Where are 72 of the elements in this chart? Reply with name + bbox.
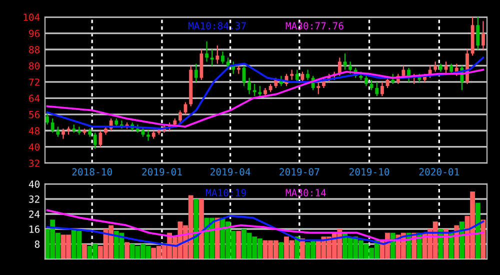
candlestick [364, 73, 368, 87]
y-tick-label: 96 [29, 30, 40, 38]
bar [480, 220, 486, 260]
candlestick [146, 130, 150, 142]
line-series [46, 214, 484, 247]
x-tick-label: 2019-07 [280, 168, 320, 176]
candlestick [450, 63, 454, 74]
candlestick [338, 57, 342, 76]
candlestick [194, 63, 198, 83]
x-tick-label: 2019-04 [210, 168, 250, 176]
line-series [46, 68, 484, 128]
candlestick [216, 44, 220, 64]
candlestick [50, 118, 54, 134]
candlestick [300, 71, 304, 83]
y-tick-label: 32 [29, 195, 40, 203]
y-tick-label: 24 [29, 210, 40, 218]
candlestick [232, 61, 236, 74]
y-tick-label: 104 [24, 14, 40, 21]
candlestick [274, 77, 278, 89]
x-tick-label: 2019-01 [142, 168, 182, 176]
y-tick-label: 16 [30, 226, 40, 233]
candlestick [316, 81, 320, 95]
candlestick [46, 112, 49, 126]
text: MA30:14 [286, 189, 326, 196]
y-tick-label: 72 [29, 78, 40, 86]
bar [124, 242, 130, 260]
bar [475, 202, 480, 260]
y-tick-label: 48 [28, 127, 40, 134]
text: MA10:19 [206, 189, 246, 196]
candlestick [98, 130, 102, 148]
candlestick [434, 61, 438, 72]
y-tick-label: 56 [29, 110, 40, 118]
candlestick [444, 61, 448, 74]
bar [278, 242, 284, 260]
candlestick [93, 132, 97, 150]
x-tick-label: 2019-10 [350, 168, 390, 176]
candlestick [370, 79, 374, 91]
candlestick [252, 83, 256, 97]
y-tick-label: 8 [34, 240, 40, 248]
candlestick [62, 128, 65, 140]
line-series [46, 56, 484, 130]
candlestick [258, 85, 262, 99]
bar [236, 230, 242, 260]
bar [82, 244, 87, 260]
text: MA10:84.37 [188, 22, 246, 30]
y-tick-label: 40 [28, 180, 40, 188]
candlestick [290, 69, 294, 80]
y-tick-label: 88 [29, 46, 40, 54]
candlestick [391, 73, 395, 85]
x-tick-label: 2018-10 [72, 168, 112, 176]
candlestick [56, 126, 60, 138]
candlestick [476, 17, 480, 50]
candlestick [375, 81, 379, 97]
candlestick [248, 77, 251, 95]
text: MA30:77.76 [286, 22, 344, 30]
y-tick-label: 64 [29, 94, 40, 102]
candlestick [295, 69, 299, 83]
candlestick [221, 50, 224, 64]
y-tick-label: 80 [29, 62, 40, 70]
bar [198, 198, 204, 260]
candlestick [481, 20, 485, 50]
line-series [46, 209, 484, 242]
x-tick-label: 2020-01 [419, 168, 459, 176]
candlestick [205, 40, 208, 62]
y-tick-label: 40 [28, 143, 40, 151]
y-tick-label: 32 [29, 160, 40, 167]
candlestick [380, 81, 384, 97]
candlestick [348, 61, 352, 74]
candlestick [210, 48, 214, 66]
candlestick [178, 110, 182, 124]
bar [194, 198, 199, 260]
candlestick [306, 69, 310, 80]
